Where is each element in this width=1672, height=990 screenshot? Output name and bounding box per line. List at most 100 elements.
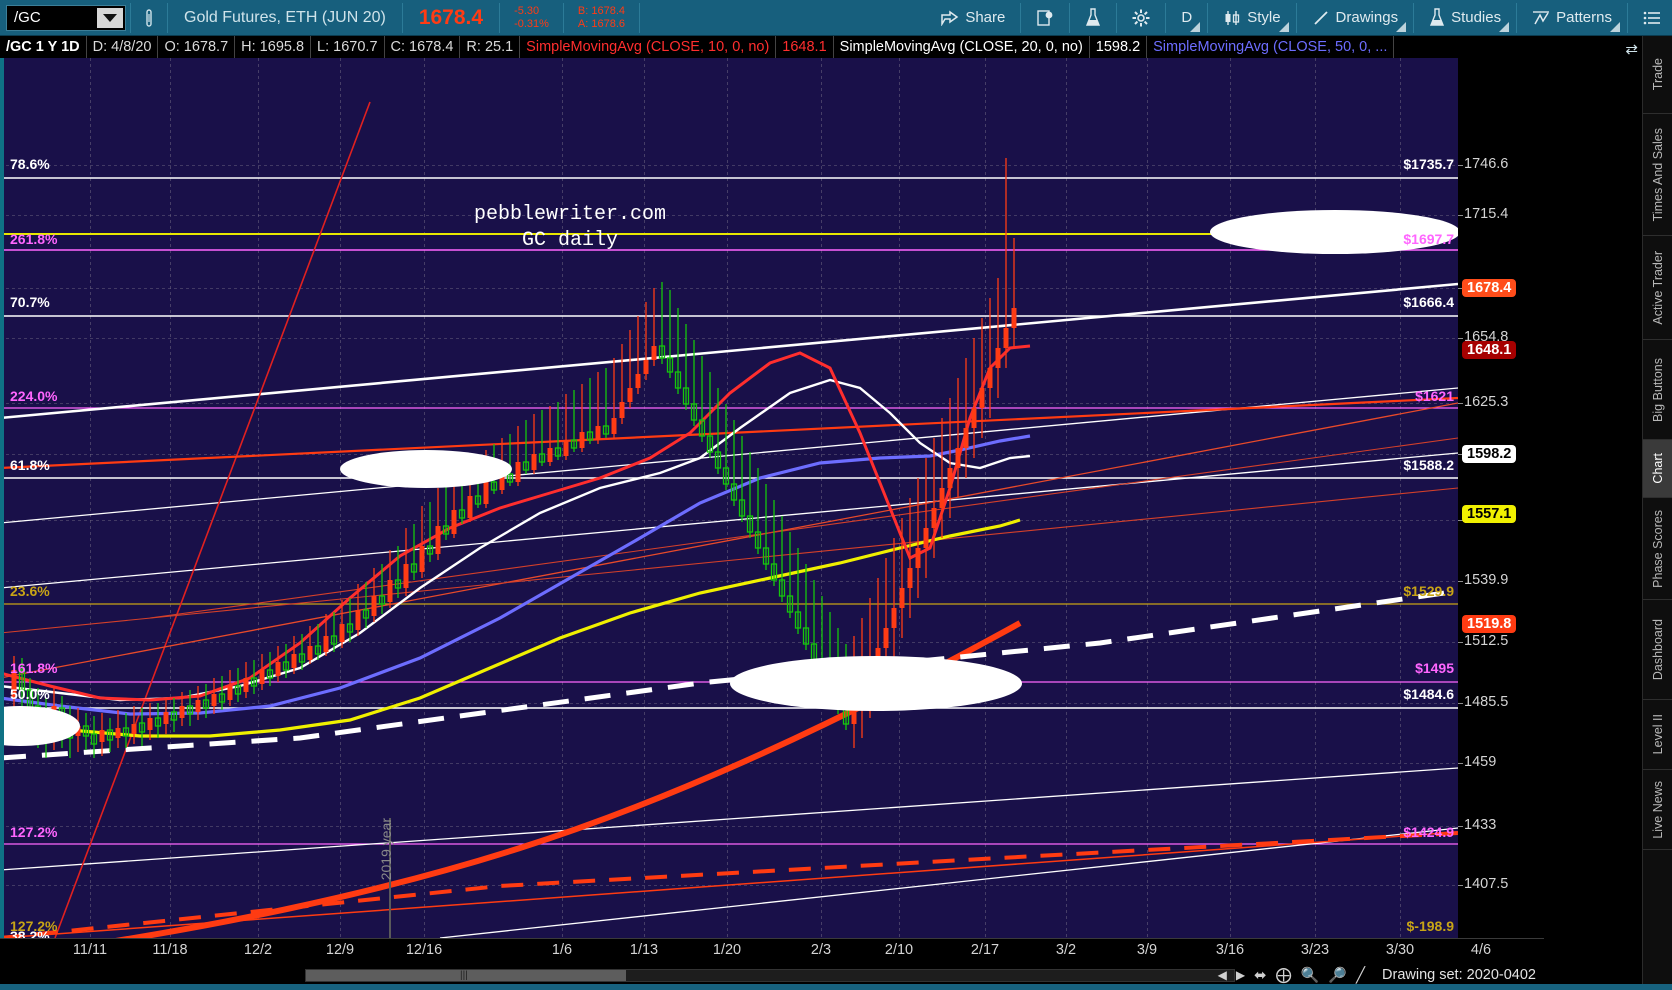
price-chart-canvas[interactable]: 2019 year pebblewriter.com GC daily 78.6… — [0, 58, 1458, 938]
gridline-vertical — [1066, 58, 1067, 938]
dropdown-arrow-icon — [1190, 21, 1201, 32]
zoom-out-icon[interactable]: 🔎 — [1328, 967, 1347, 984]
sidebar-tab-label: Level II — [1651, 714, 1665, 755]
price-axis-badge[interactable]: 1648.1 — [1462, 341, 1517, 359]
price-axis-badge[interactable]: 1598.2 — [1462, 445, 1517, 463]
horizontal-scrollbar-thumb[interactable] — [306, 970, 626, 981]
sidebar-tab-trade[interactable]: Trade — [1643, 36, 1672, 114]
gridline-vertical — [170, 58, 171, 938]
scrollbar-grip-icon: ||| — [460, 970, 468, 981]
timeframe-label: D — [1181, 9, 1193, 26]
watermark-line-1: pebblewriter.com — [473, 203, 667, 226]
study-label-sma20[interactable]: SimpleMovingAvg (CLOSE, 20, 0, no) — [834, 36, 1090, 58]
sidebar-tab-big-buttons[interactable]: Big Buttons — [1643, 340, 1672, 440]
fib-level-label: 23.6% — [10, 583, 50, 599]
gridline-horizontal — [0, 826, 1458, 827]
date-axis-tick: 11/18 — [152, 942, 188, 958]
dashed-red-support — [0, 831, 1458, 938]
style-button[interactable]: Style — [1212, 1, 1291, 35]
date-axis[interactable]: 11/11 11/18 12/2 12/9 12/16 1/6 1/13 1/20 2/3 2/1… — [0, 938, 1544, 962]
bid-price: B: 1678.4 — [577, 4, 626, 17]
ellipse-annotation-mid-left[interactable] — [340, 450, 512, 488]
expand-collapse-icon[interactable]: ⇄ — [1625, 41, 1638, 58]
gridline-horizontal — [0, 763, 1458, 764]
pan-icon[interactable]: ⬌ — [1254, 967, 1267, 984]
sidebar-tab-live-news[interactable]: Live News — [1643, 770, 1672, 850]
date-axis-tick: 12/16 — [405, 942, 443, 958]
ellipse-annotation-top[interactable] — [1210, 210, 1458, 254]
date-axis-tick: 1/6 — [551, 942, 573, 958]
sidebar-tab-label: Phase Scores — [1651, 509, 1665, 588]
ellipse-annotation-bottom[interactable] — [730, 656, 1022, 711]
patterns-label: Patterns — [1556, 9, 1612, 26]
menu-icon[interactable] — [1632, 1, 1672, 35]
sidebar-tab-level-ii[interactable]: Level II — [1643, 700, 1672, 770]
price-change-group: -5.30 -0.31% — [504, 5, 559, 31]
sidebar-tab-times-and-sales[interactable]: Times And Sales — [1643, 114, 1672, 236]
chart-info-bar: /GC 1 Y 1D D: 4/8/20 O: 1678.7 H: 1695.8… — [0, 36, 1672, 58]
timeframe-button[interactable]: D — [1170, 1, 1203, 35]
price-axis-tick: 1746.6 — [1464, 156, 1509, 172]
zoom-in-icon[interactable]: 🔍 — [1300, 967, 1320, 984]
symbol-description: Gold Futures, ETH (JUN 20) — [184, 8, 386, 26]
gear-icon[interactable] — [1121, 1, 1161, 35]
share-button[interactable]: Share — [930, 1, 1016, 35]
date-axis-tick: 2/17 — [970, 942, 1000, 958]
sidebar-tab-dashboard[interactable]: Dashboard — [1643, 600, 1672, 700]
fib-price-label: $1484.6 — [1403, 686, 1454, 702]
sidebar-tab-label: Times And Sales — [1651, 127, 1665, 222]
drawings-button[interactable]: Drawings — [1301, 1, 1410, 35]
trend-channels-white — [0, 282, 1458, 938]
drawing-set-label: Drawing set: 2020-0402 — [1382, 967, 1536, 983]
sidebar-tab-phase-scores[interactable]: Phase Scores — [1643, 498, 1672, 600]
price-axis-tick: 1539.9 — [1464, 572, 1509, 588]
fib-price-label: $1424.9 — [1403, 824, 1454, 840]
price-axis-badge[interactable]: 1519.8 — [1462, 615, 1517, 633]
price-axis-tick: 1459 — [1464, 754, 1497, 770]
chevron-down-icon[interactable] — [97, 7, 123, 28]
sidebar-tab-active-trader[interactable]: Active Trader — [1643, 236, 1672, 340]
gridline-vertical — [1147, 58, 1148, 938]
line-tool-icon[interactable]: ╱ — [1356, 967, 1366, 984]
sidebar-tab-chart[interactable]: Chart — [1643, 440, 1672, 498]
crosshair-icon[interactable]: ⨁ — [1275, 967, 1292, 984]
price-axis-tick-mark — [1458, 703, 1463, 704]
sidebar-tab-label: Big Buttons — [1651, 357, 1665, 422]
chart-spec: /GC 1 Y 1D — [0, 36, 87, 58]
ohlc-date: D: 4/8/20 — [87, 36, 159, 58]
fib-level-label: 127.2% — [10, 824, 58, 840]
study-label-sma50[interactable]: SimpleMovingAvg (CLOSE, 50, 0, ... — [1147, 36, 1395, 58]
date-axis-tick: 2/3 — [810, 942, 832, 958]
study-label-sma10[interactable]: SimpleMovingAvg (CLOSE, 10, 0, no) — [520, 36, 777, 58]
symbol-value: /GC — [14, 9, 41, 26]
link-icon[interactable] — [135, 1, 163, 35]
sma-10-line — [0, 344, 1031, 702]
divider — [1627, 2, 1628, 33]
price-axis-tick: 1407.5 — [1464, 876, 1509, 892]
price-axis-badge[interactable]: 1557.1 — [1462, 505, 1517, 523]
top-toolbar: /GC Gold Futures, ETH (JUN 20) 1678.4 -5… — [0, 0, 1672, 36]
prev-icon[interactable]: ◀ — [1217, 968, 1227, 982]
studies-button[interactable]: Studies — [1418, 1, 1512, 35]
divider — [401, 2, 403, 33]
price-axis[interactable]: 1746.61715.41684.91654.81625.31598.21567… — [1458, 58, 1544, 938]
flask-icon[interactable] — [1074, 1, 1112, 35]
patterns-button[interactable]: Patterns — [1521, 1, 1623, 35]
studies-label: Studies — [1451, 9, 1502, 26]
gridline-horizontal — [0, 338, 1458, 339]
price-axis-tick-mark — [1458, 520, 1463, 521]
note-icon[interactable] — [1025, 1, 1065, 35]
next-icon[interactable]: ▶ — [1235, 968, 1246, 982]
fib-price-label: $1666.4 — [1403, 294, 1454, 310]
symbol-input[interactable]: /GC — [6, 4, 126, 31]
price-axis-tick-mark — [1458, 454, 1463, 455]
chart-tool-strip: ◀ ▶ ⬌ ⨁ 🔍 🔎 ╱ Drawing set: 2020-0402 — [1218, 965, 1536, 985]
price-axis-badge[interactable]: 1678.4 — [1462, 279, 1517, 297]
fib-price-label: $1495 — [1415, 660, 1454, 676]
gridline-horizontal — [0, 165, 1458, 166]
right-sidebar: ⇄ Trade Times And Sales Active Trader Big B… — [1544, 36, 1672, 990]
date-axis-tick: 3/30 — [1385, 942, 1415, 958]
price-axis-tick: 1485.5 — [1464, 694, 1509, 710]
gridline-vertical — [1315, 58, 1316, 938]
